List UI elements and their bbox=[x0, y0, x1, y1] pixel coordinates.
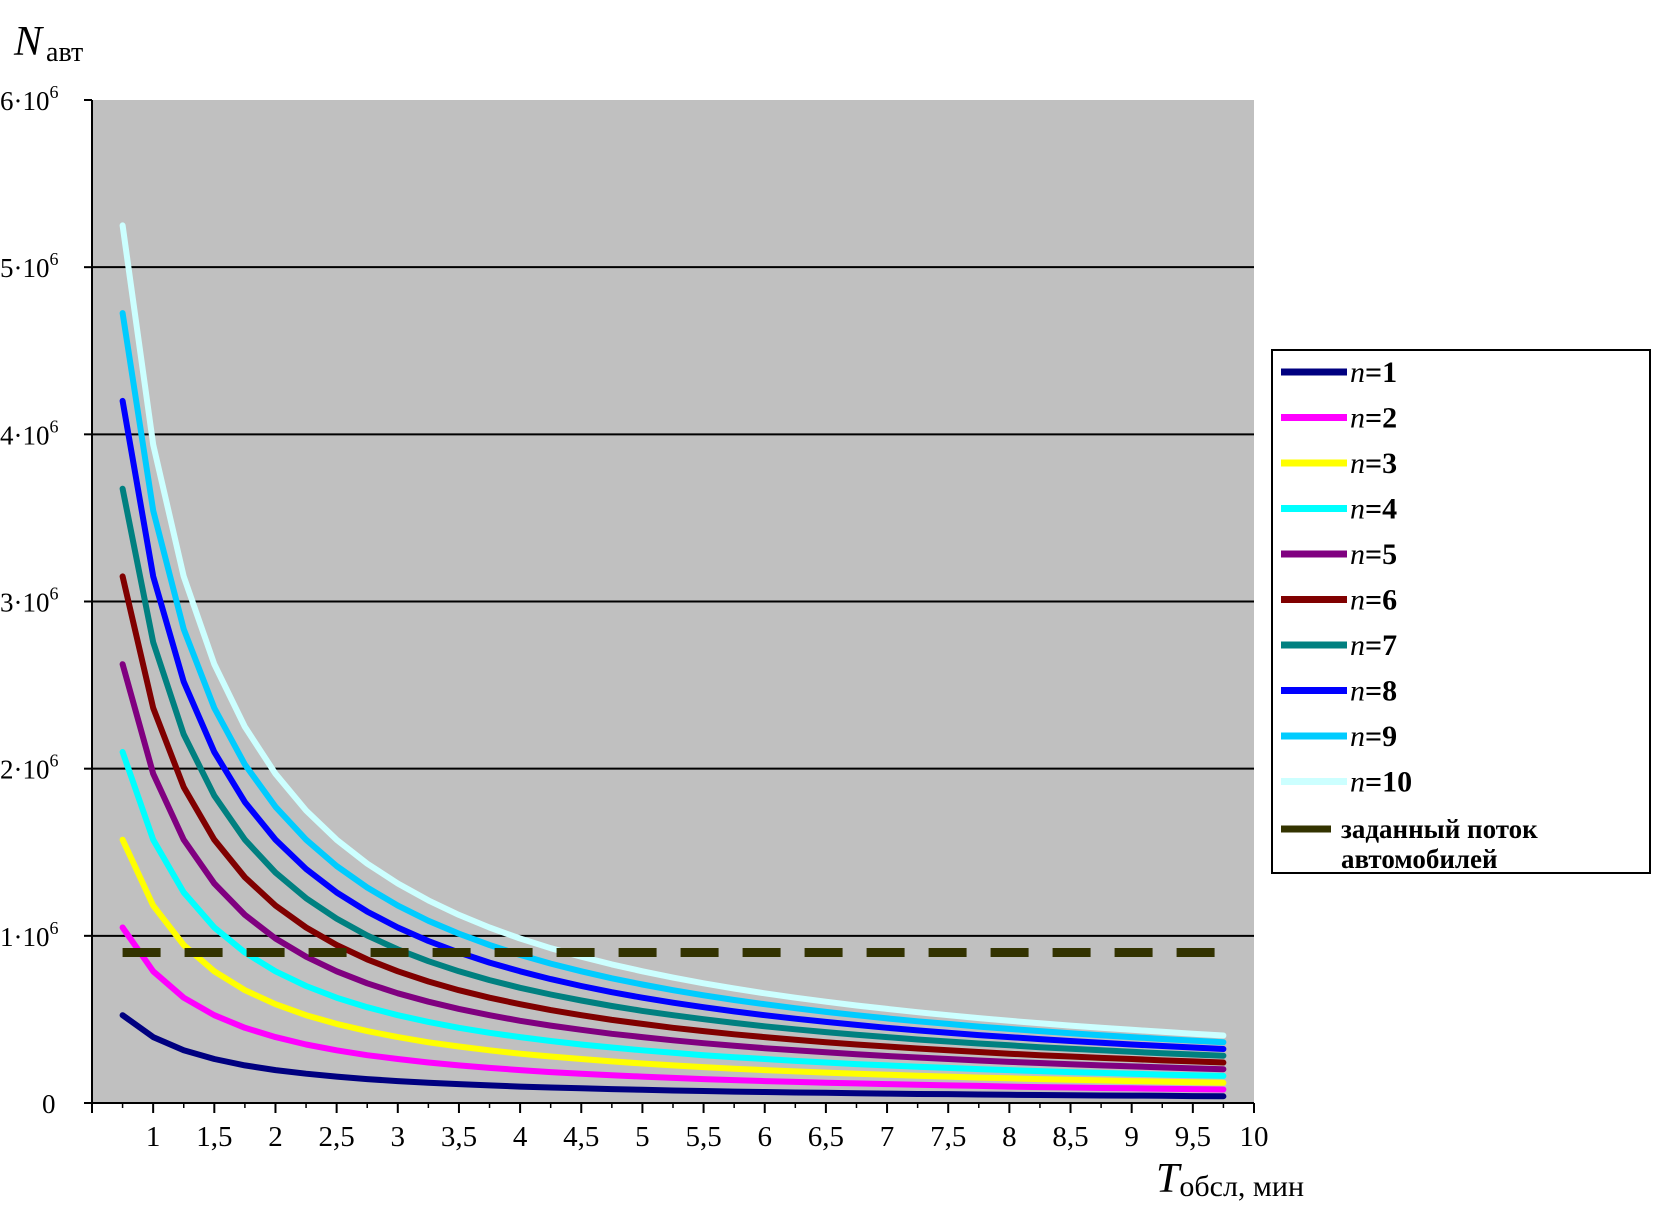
y-tick-label-mantissa: 3·10 bbox=[0, 588, 50, 618]
y-tick-label-mantissa: 5·10 bbox=[0, 253, 50, 283]
y-tick-label-mantissa: 4·10 bbox=[0, 420, 50, 450]
x-tick-label: 1,5 bbox=[196, 1121, 232, 1153]
series-line bbox=[119, 661, 1227, 1073]
y-tick-label: 5·106 bbox=[0, 249, 59, 283]
y-tick-label-mantissa: 6·10 bbox=[0, 86, 50, 116]
legend-label-value: =10 bbox=[1365, 766, 1412, 799]
legend-label-value: =3 bbox=[1365, 447, 1397, 480]
x-axis-title: Tобсл, мин bbox=[1156, 1156, 1304, 1201]
x-tick-label: 7 bbox=[880, 1121, 895, 1153]
legend-label-value: =4 bbox=[1365, 493, 1397, 526]
legend-label: n=5 bbox=[1350, 538, 1397, 571]
y-tick-label: 0 bbox=[42, 1089, 56, 1119]
legend-label-var: n bbox=[1350, 356, 1365, 389]
legend-label: n=6 bbox=[1350, 584, 1397, 617]
x-tick-label: 4,5 bbox=[563, 1121, 599, 1153]
x-tick-label: 2 bbox=[268, 1121, 283, 1153]
legend-label-var: n bbox=[1350, 447, 1365, 480]
legend-label-var: n bbox=[1350, 402, 1365, 435]
series-line bbox=[119, 573, 1227, 1066]
y-tick-label-mantissa: 0 bbox=[42, 1089, 56, 1119]
legend-label-threshold-line1: заданный поток bbox=[1341, 814, 1538, 844]
y-tick-label-exponent: 6 bbox=[50, 82, 59, 102]
legend-label: n=4 bbox=[1350, 493, 1397, 526]
y-tick-label-exponent: 6 bbox=[50, 416, 59, 436]
y-tick-label-exponent: 6 bbox=[50, 584, 59, 604]
x-tick-label: 10 bbox=[1240, 1121, 1269, 1153]
x-tick-label: 9 bbox=[1124, 1121, 1139, 1153]
x-tick-label: 6 bbox=[757, 1121, 772, 1153]
series-layer bbox=[119, 222, 1227, 1100]
series-line bbox=[119, 485, 1227, 1059]
x-axis-title-sub: обсл bbox=[1179, 1170, 1238, 1201]
x-tick-label: 3,5 bbox=[441, 1121, 477, 1153]
legend-label: n=7 bbox=[1350, 629, 1397, 662]
y-tick-label-exponent: 6 bbox=[50, 751, 59, 771]
y-tick-label-mantissa: 1·10 bbox=[0, 922, 50, 952]
x-tick-label: 1 bbox=[146, 1121, 161, 1153]
legend-label-var: n bbox=[1350, 538, 1365, 571]
legend-label: n=2 bbox=[1350, 402, 1397, 435]
x-tick-label: 2,5 bbox=[319, 1121, 355, 1153]
x-axis-title-main: T bbox=[1156, 1156, 1182, 1201]
legend-label-var: n bbox=[1350, 720, 1365, 753]
legend-label-value: =2 bbox=[1365, 402, 1397, 435]
legend-label: n=3 bbox=[1350, 447, 1397, 480]
x-axis-title-unit: , мин bbox=[1238, 1170, 1304, 1201]
series-line bbox=[119, 749, 1227, 1079]
legend-label-var: n bbox=[1350, 584, 1365, 617]
x-tick-label: 5 bbox=[635, 1121, 650, 1153]
y-tick-label: 6·106 bbox=[0, 82, 59, 116]
legend: n=1n=2n=3n=4n=5n=6n=7n=8n=9n=10заданный … bbox=[1271, 349, 1651, 874]
legend-label: n=10 bbox=[1350, 766, 1412, 799]
series-line bbox=[119, 836, 1227, 1086]
series-line bbox=[119, 310, 1227, 1046]
x-tick-label: 4 bbox=[513, 1121, 528, 1153]
x-tick-label: 5,5 bbox=[685, 1121, 721, 1153]
x-tick-label: 6,5 bbox=[808, 1121, 844, 1153]
y-tick-label: 2·106 bbox=[0, 751, 59, 785]
legend-label-var: n bbox=[1350, 766, 1365, 799]
legend-box bbox=[1271, 349, 1651, 874]
legend-label: n=9 bbox=[1350, 720, 1397, 753]
series-line bbox=[119, 924, 1227, 1093]
y-axis-title-sub: авт bbox=[46, 37, 83, 68]
y-axis-title-main: N bbox=[13, 19, 44, 65]
legend-label: n=1 bbox=[1350, 356, 1397, 389]
legend-label: n=8 bbox=[1350, 675, 1397, 708]
series-line bbox=[119, 1012, 1227, 1100]
y-tick-label-exponent: 6 bbox=[50, 918, 59, 938]
series-line bbox=[119, 222, 1227, 1039]
legend-label-value: =7 bbox=[1365, 629, 1397, 662]
legend-label-value: =6 bbox=[1365, 584, 1397, 617]
legend-label-value: =9 bbox=[1365, 720, 1397, 753]
x-tick-label: 3 bbox=[391, 1121, 406, 1153]
legend-label-var: n bbox=[1350, 629, 1365, 662]
y-tick-label: 4·106 bbox=[0, 416, 59, 450]
series-line bbox=[119, 397, 1227, 1052]
legend-label-threshold-line2: автомобилей bbox=[1341, 844, 1498, 874]
y-tick-label-exponent: 6 bbox=[50, 249, 59, 269]
y-tick-label: 3·106 bbox=[0, 584, 59, 618]
y-tick-label: 1·106 bbox=[0, 918, 59, 952]
legend-label-var: n bbox=[1350, 675, 1365, 708]
x-tick-label: 7,5 bbox=[930, 1121, 966, 1153]
x-tick-label: 9,5 bbox=[1175, 1121, 1211, 1153]
grid-lines bbox=[92, 266, 1254, 937]
legend-label-value: =5 bbox=[1365, 538, 1397, 571]
legend-label-var: n bbox=[1350, 493, 1365, 526]
x-tick-label: 8 bbox=[1002, 1121, 1017, 1153]
legend-label-value: =1 bbox=[1365, 356, 1397, 389]
x-tick-label: 8,5 bbox=[1052, 1121, 1088, 1153]
y-tick-label-mantissa: 2·10 bbox=[0, 755, 50, 785]
legend-label-value: =8 bbox=[1365, 675, 1397, 708]
